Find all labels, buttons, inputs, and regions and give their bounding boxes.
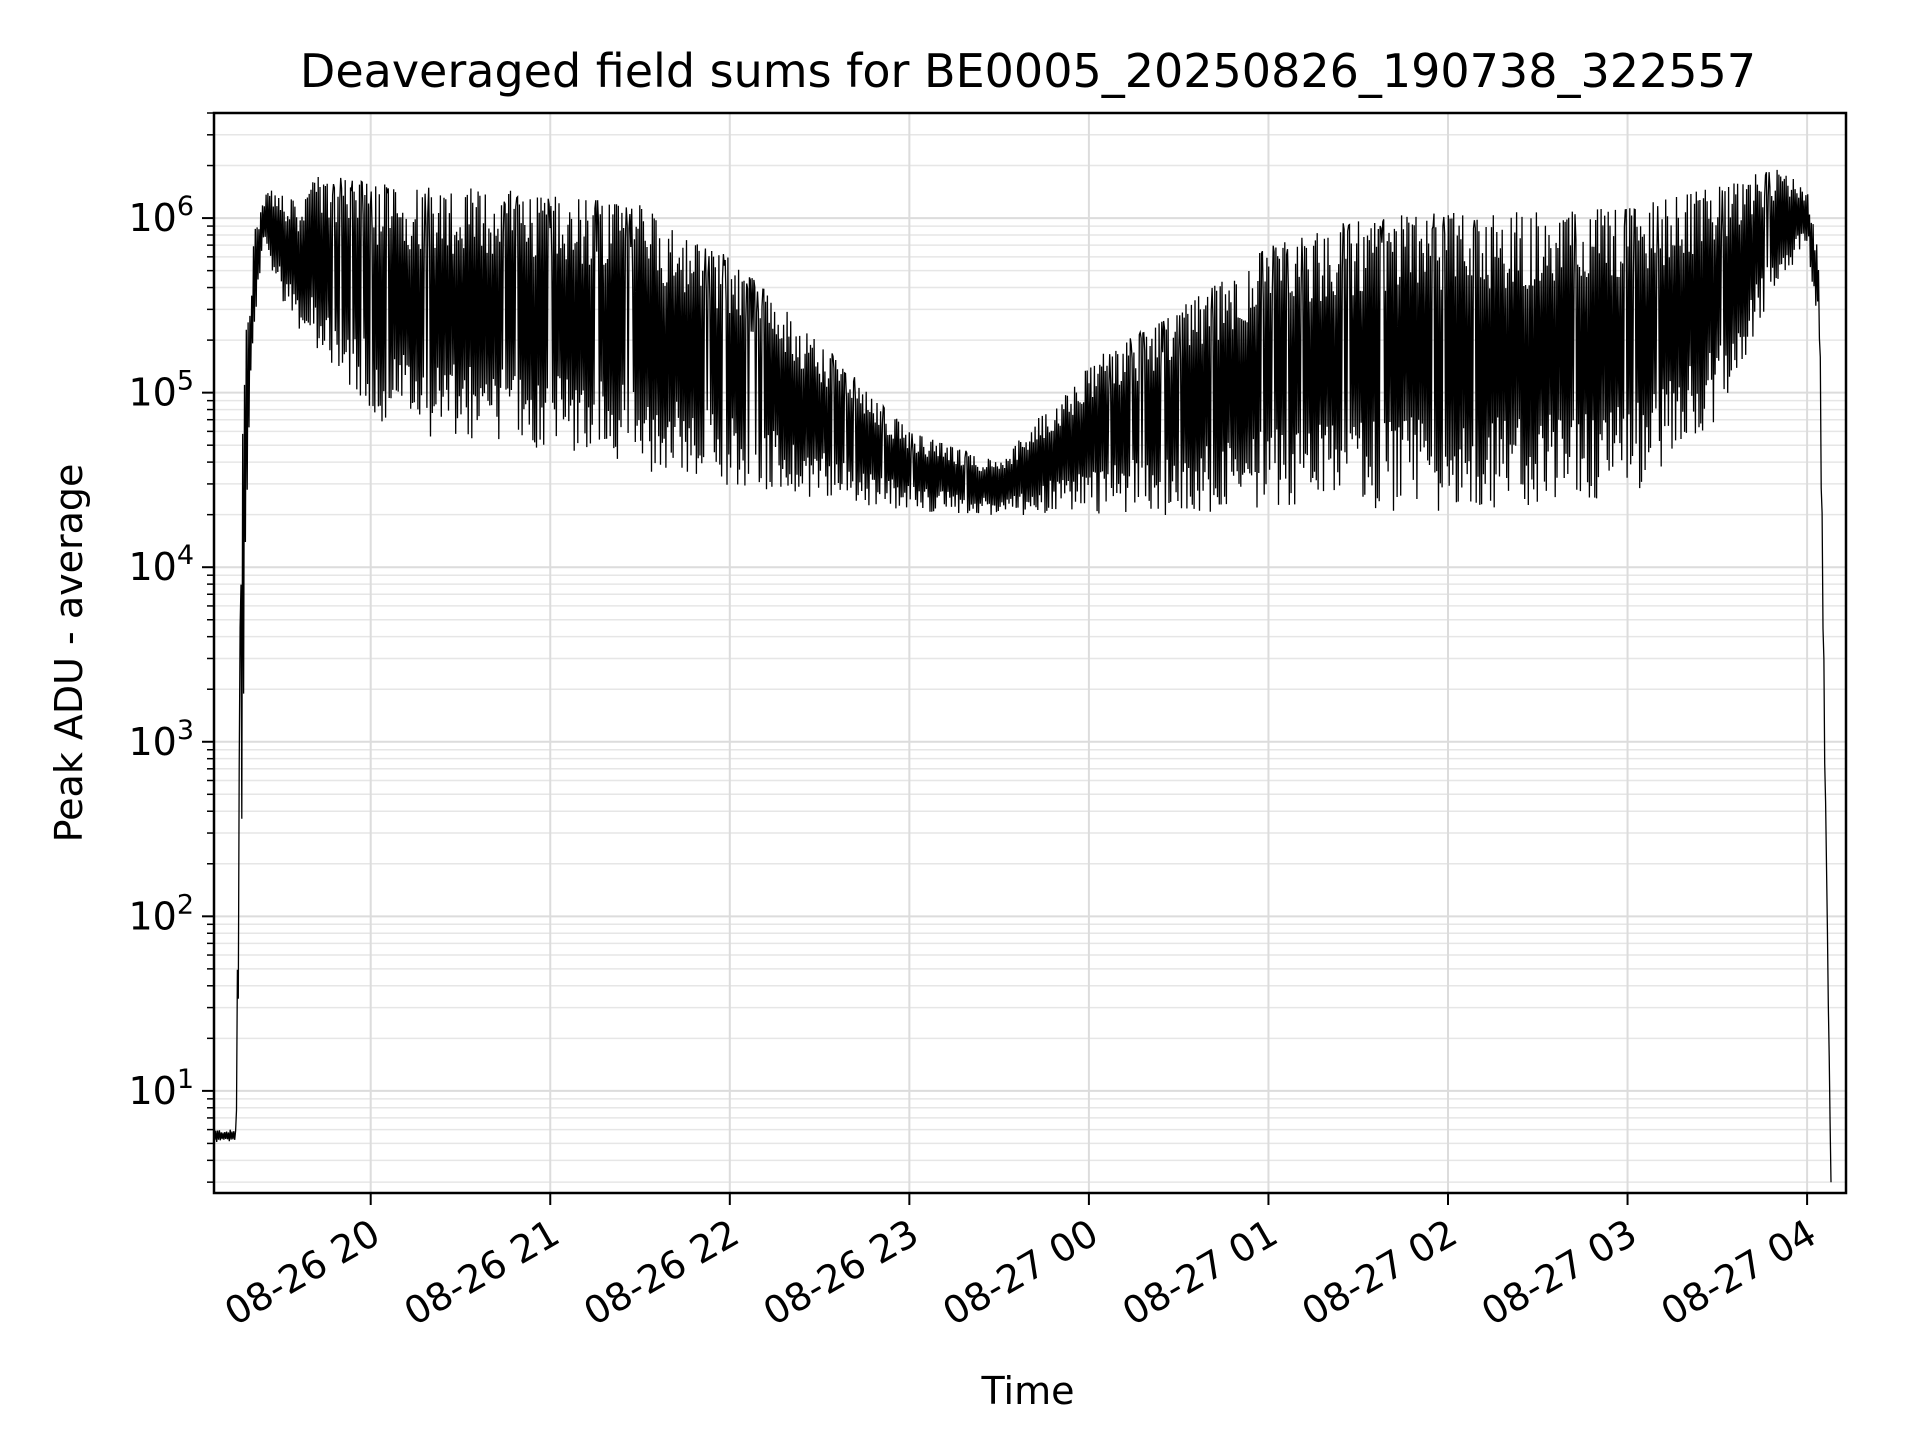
x-tick-label: 08-26 23	[756, 1211, 926, 1335]
x-tick-label: 08-26 22	[576, 1211, 746, 1335]
x-tick-label: 08-27 03	[1474, 1211, 1644, 1335]
y-tick-label: 101	[128, 1064, 194, 1113]
y-tick-label: 102	[128, 889, 194, 938]
x-axis-ticks: 08-26 20 08-26 21 08-26 22 08-26 23 08-27 00…	[217, 1193, 1824, 1335]
y-tick-exponent: 2	[177, 889, 194, 920]
y-axis-label: Peak ADU - average	[47, 464, 91, 843]
x-tick-label: 08-27 00	[935, 1211, 1105, 1335]
y-tick-label: 103	[128, 715, 194, 764]
minor-gridlines	[214, 112, 1846, 1183]
y-tick-base: 10	[128, 196, 176, 240]
x-tick-label: 08-27 02	[1295, 1211, 1465, 1335]
y-tick-exponent: 1	[177, 1064, 194, 1095]
y-tick-base: 10	[128, 545, 176, 589]
y-tick-base: 10	[128, 720, 176, 764]
y-tick-exponent: 3	[177, 715, 194, 746]
y-tick-exponent: 4	[177, 540, 194, 571]
y-tick-base: 10	[128, 371, 176, 415]
x-tick-label: 08-27 04	[1654, 1211, 1824, 1335]
y-tick-base: 10	[128, 894, 176, 938]
y-tick-label: 106	[128, 191, 194, 240]
y-tick-exponent: 6	[177, 191, 194, 222]
plot-frame	[212, 111, 1848, 1195]
y-tick-label: 105	[128, 366, 194, 415]
y-tick-label: 104	[128, 540, 194, 589]
x-tick-label: 08-27 01	[1115, 1211, 1285, 1335]
series-path	[213, 169, 1832, 1183]
chart-title: Deaveraged field sums for BE0005_2025082…	[300, 44, 1756, 98]
x-tick-label: 08-26 20	[217, 1211, 387, 1335]
x-axis-label: Time	[981, 1369, 1075, 1413]
x-tick-label: 08-26 21	[397, 1211, 567, 1335]
y-tick-exponent: 5	[177, 366, 194, 397]
series-line	[213, 169, 1832, 1183]
y-tick-base: 10	[128, 1069, 176, 1113]
